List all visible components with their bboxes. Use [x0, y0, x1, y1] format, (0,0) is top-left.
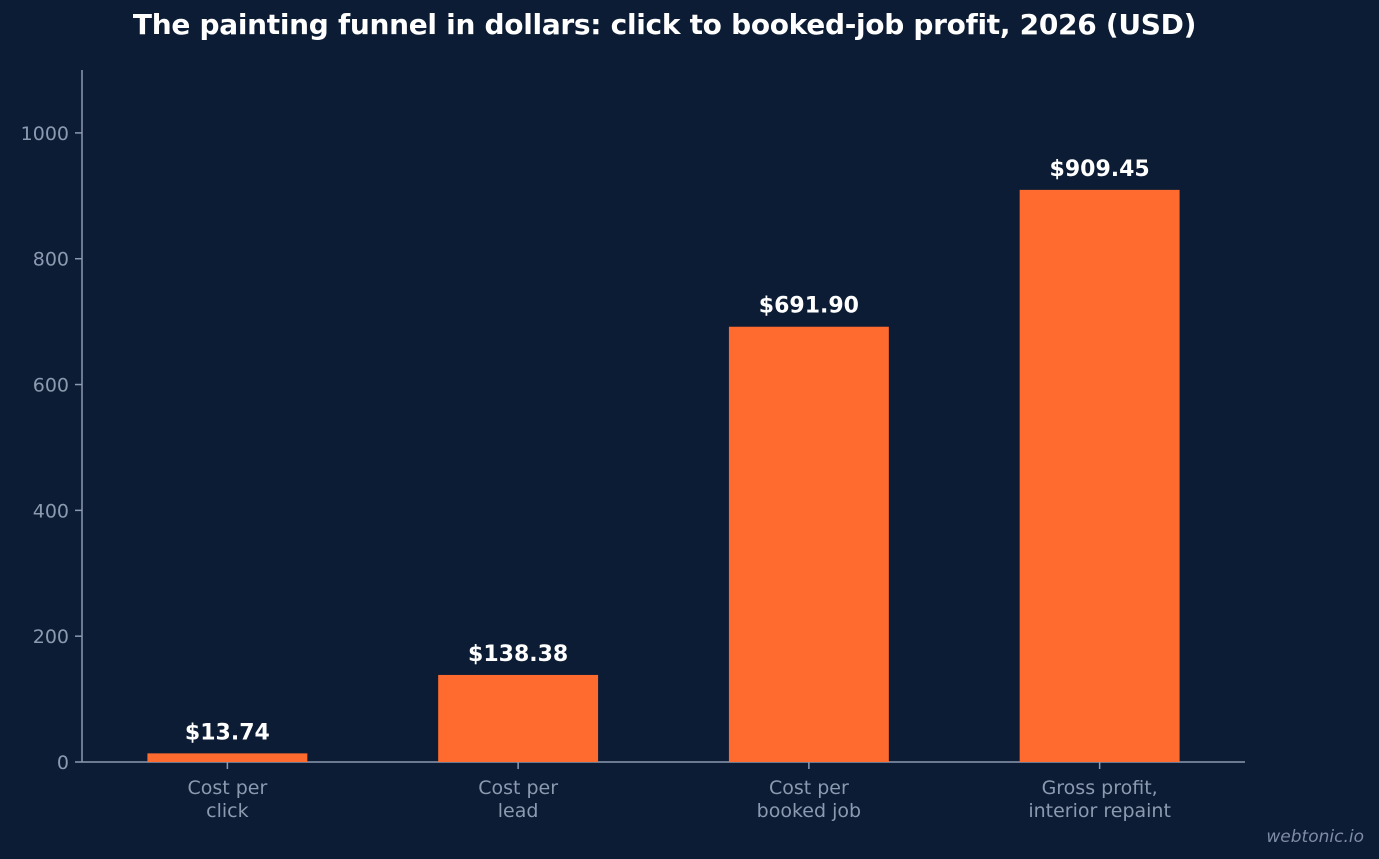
y-tick-label: 0 [57, 752, 69, 774]
y-tick-label: 1000 [21, 123, 69, 145]
x-tick-label: Cost per lead [478, 777, 558, 822]
watermark: webtonic.io [1266, 827, 1364, 847]
y-tick-label: 800 [33, 249, 69, 271]
bar [147, 753, 308, 762]
bar [438, 674, 599, 762]
data-label: $13.74 [185, 720, 270, 745]
data-label: $909.45 [1050, 157, 1150, 182]
x-tick-label: Cost per click [187, 777, 267, 822]
y-tick-label: 400 [33, 500, 69, 522]
bar [1019, 189, 1180, 762]
y-tick-label: 200 [33, 626, 69, 648]
bar [728, 326, 889, 762]
x-tick-label: Cost per booked job [757, 777, 861, 822]
x-tick-label: Gross profit, interior repaint [1028, 777, 1171, 822]
data-label: $691.90 [759, 294, 859, 319]
chart-title: The painting funnel in dollars: click to… [132, 8, 1197, 41]
data-label: $138.38 [468, 642, 568, 667]
y-tick-label: 600 [33, 375, 69, 397]
